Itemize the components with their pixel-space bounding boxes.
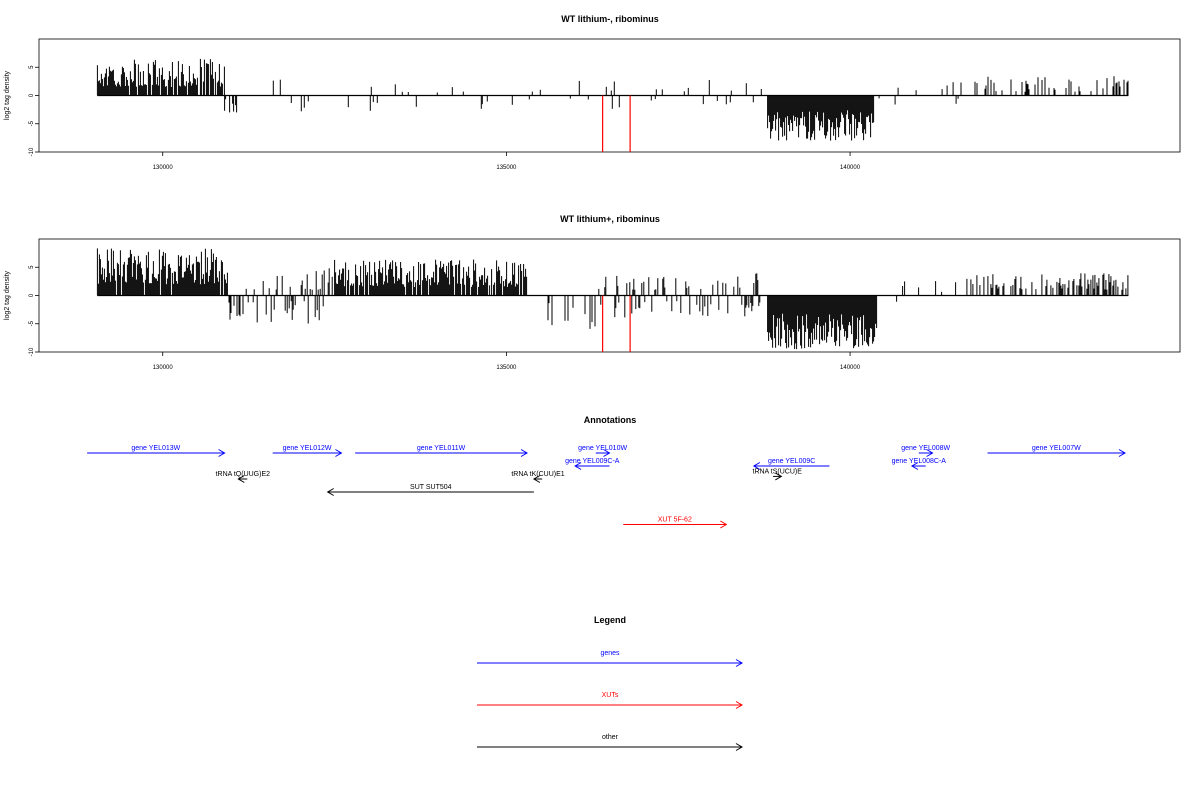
legend-title: Legend [594, 615, 626, 625]
x-tick-label: 130000 [153, 165, 174, 171]
annotation-label: tRNA tS(UCU)E [753, 468, 803, 475]
annotation-gene: gene YEL008C-A [892, 458, 947, 470]
legend-label: genes [600, 650, 620, 657]
coverage-panel-1: WT lithium-, ribominus log2 tag density 5 0… [4, 14, 1180, 171]
annotation-gene: gene YEL007W [988, 445, 1125, 457]
annotation-other: tRNA tK(CUU)E1 [511, 471, 564, 483]
annotation-other: SUT SUT504 [328, 484, 534, 496]
annotation-gene: gene YEL013W [87, 445, 224, 457]
coverage-bars [97, 248, 1128, 349]
y-tick-label: 0 [29, 93, 35, 97]
y-tick-label: -10 [29, 147, 35, 156]
x-tick-label: 140000 [840, 365, 861, 371]
coverage-panel-2: WT lithium+, ribominus log2 tag density 5 0… [4, 214, 1180, 371]
annotation-label: gene YEL007W [1032, 445, 1081, 452]
legend-label: other [602, 734, 619, 741]
annotation-label: gene YEL012W [283, 445, 332, 452]
legend-item-other: other [477, 734, 742, 751]
y-tick-label: -5 [29, 320, 35, 326]
y-axis-label: log2 tag density [4, 270, 11, 320]
annotation-label: gene YEL013W [131, 445, 180, 452]
y-tick-label: 0 [29, 293, 35, 297]
legend-panel: Legend genes XUTs other [477, 615, 742, 751]
annotation-label: SUT SUT504 [410, 484, 452, 491]
annotation-label: gene YEL008C-A [892, 458, 947, 465]
annotations-panel: Annotations gene YEL013W gene YEL012W gene… [87, 415, 1125, 528]
annotation-label: gene YEL008W [901, 445, 950, 452]
annotations-title: Annotations [584, 415, 637, 425]
annotation-label: gene YEL011W [417, 445, 466, 452]
legend-item-xut: XUTs [477, 692, 742, 709]
annotation-other: tRNA tQ(UUG)E2 [216, 471, 271, 483]
panel-title: WT lithium+, ribominus [560, 214, 660, 224]
annotation-gene: gene YEL011W [355, 445, 527, 457]
annotation-gene: gene YEL012W [273, 445, 342, 457]
y-axis-label: log2 tag density [4, 70, 11, 120]
annotation-gene: gene YEL008W [901, 445, 950, 457]
annotation-other: tRNA tS(UCU)E [753, 468, 803, 480]
y-tick-label: 5 [29, 265, 35, 269]
x-tick-label: 140000 [840, 165, 861, 171]
annotation-label: gene YEL009C [768, 458, 815, 465]
panel-title: WT lithium-, ribominus [561, 14, 659, 24]
annotation-label: gene YEL009C-A [565, 458, 620, 465]
legend-item-gene: genes [477, 650, 742, 667]
legend-label: XUTs [602, 692, 619, 699]
x-tick-label: 135000 [496, 165, 517, 171]
y-tick-label: -10 [29, 347, 35, 356]
annotation-label: XUT 5F-62 [658, 517, 692, 524]
annotation-xut: XUT 5F-62 [623, 517, 726, 529]
x-tick-label: 130000 [153, 365, 174, 371]
annotation-label: tRNA tQ(UUG)E2 [216, 471, 271, 478]
annotation-gene: gene YEL009C-A [565, 458, 620, 470]
annotation-gene: gene YEL010W [578, 445, 627, 457]
y-tick-label: -5 [29, 120, 35, 126]
annotation-label: tRNA tK(CUU)E1 [511, 471, 564, 478]
annotation-label: gene YEL010W [578, 445, 627, 452]
y-tick-label: 5 [29, 65, 35, 69]
x-tick-label: 135000 [496, 365, 517, 371]
coverage-bars [97, 59, 1128, 141]
